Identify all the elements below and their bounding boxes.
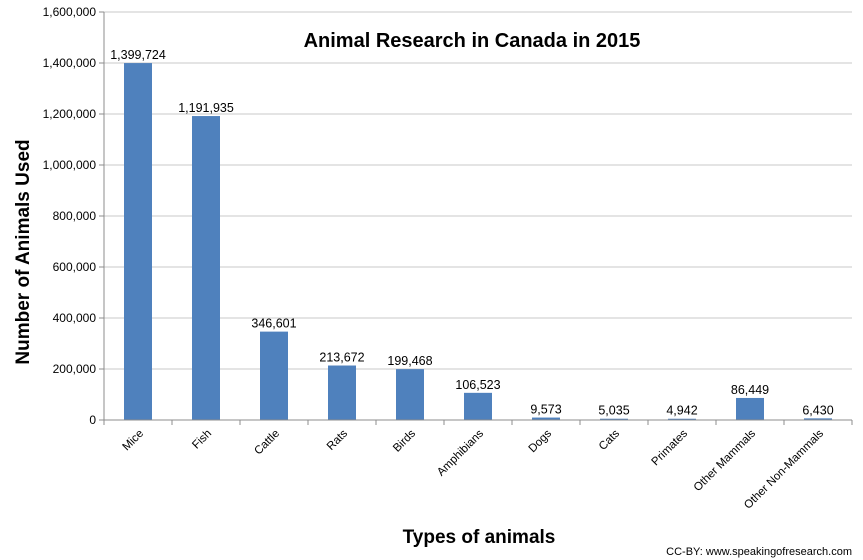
x-tick-label: Other Non-Mammals <box>742 427 826 511</box>
y-tick-label: 1,000,000 <box>43 158 97 172</box>
x-tick-label: Cats <box>597 427 622 452</box>
x-tick-label: Rats <box>325 427 350 452</box>
x-tick-label: Birds <box>391 427 418 454</box>
x-tick-label: Cattle <box>252 428 282 458</box>
data-label: 199,468 <box>387 354 432 368</box>
y-tick-label: 200,000 <box>53 362 97 376</box>
bar-mice <box>124 63 152 421</box>
bar-other-mammals <box>736 397 764 420</box>
y-axis-ticks: 0 200,000 400,000 600,000 800,000 1,000,000 1,… <box>43 5 104 427</box>
bar-primates <box>668 418 696 420</box>
data-label: 6,430 <box>802 403 833 417</box>
y-axis-title: Number of Animals Used <box>13 139 34 364</box>
bar-rats <box>328 365 356 420</box>
bar-amphibians <box>464 392 492 420</box>
chart-title: Animal Research in Canada in 2015 <box>304 30 641 52</box>
bar-dogs <box>532 417 560 420</box>
data-label: 1,399,724 <box>110 48 166 62</box>
data-label: 106,523 <box>455 378 500 392</box>
x-tick-label: Dogs <box>527 427 555 455</box>
data-label: 5,035 <box>598 404 629 418</box>
data-label: 1,191,935 <box>178 101 234 115</box>
bar-cats <box>600 418 628 420</box>
y-tick-label: 1,600,000 <box>43 5 97 19</box>
x-tick-label: Fish <box>190 428 214 452</box>
data-label: 86,449 <box>731 383 769 397</box>
x-tick-label: Amphibians <box>435 427 486 478</box>
bar-birds <box>396 369 424 420</box>
gridlines <box>104 11 852 370</box>
data-label: 4,942 <box>666 404 697 418</box>
y-tick-label: 1,400,000 <box>43 56 97 70</box>
y-tick-label: 600,000 <box>53 260 97 274</box>
y-tick-label: 400,000 <box>53 311 97 325</box>
x-tick-label: Mice <box>120 428 146 454</box>
x-axis-ticks: Mice Fish Cattle Rats Birds Amphibians Dogs Cat… <box>103 420 853 512</box>
x-tick-label: Primates <box>650 427 691 468</box>
bar-other-non-mammals <box>804 418 832 420</box>
data-label: 9,573 <box>530 403 561 417</box>
y-tick-label: 1,200,000 <box>43 107 97 121</box>
y-tick-label: 0 <box>89 413 96 427</box>
bar-cattle <box>260 331 288 420</box>
data-labels: 1,399,724 1,191,935 346,601 213,672 199,468 1… <box>110 48 833 418</box>
bar-fish <box>192 116 220 420</box>
x-axis-title: Types of animals <box>403 527 556 548</box>
x-tick-label: Other Mammals <box>692 427 758 493</box>
data-label: 346,601 <box>251 317 296 331</box>
bars <box>124 63 832 421</box>
y-tick-label: 800,000 <box>53 209 97 223</box>
data-label: 213,672 <box>319 351 364 365</box>
credit-text: CC-BY: www.speakingofresearch.com <box>666 546 852 558</box>
